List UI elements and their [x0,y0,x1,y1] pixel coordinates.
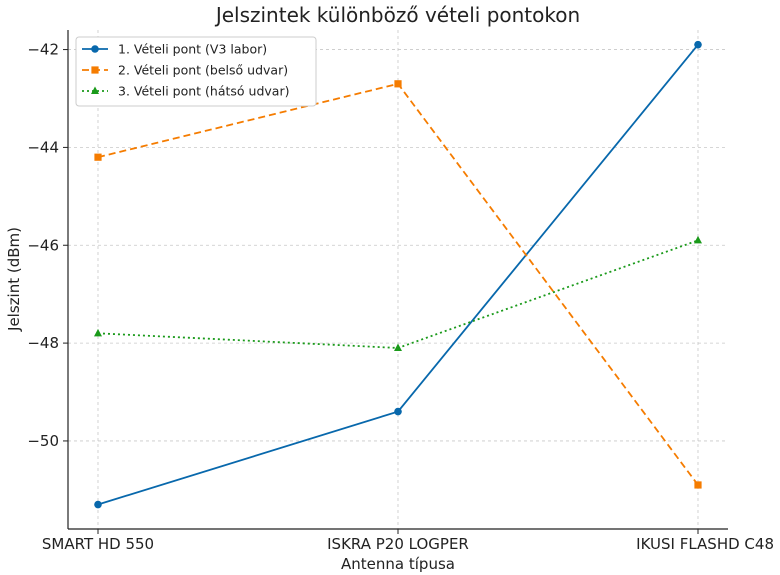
legend-label: 1. Vételi pont (V3 labor) [118,42,267,57]
y-tick-label: −42 [27,41,59,59]
legend-marker [91,45,99,53]
x-axis-label: Antenna típusa [341,555,455,573]
x-tick-label: IKUSI FLASHD C48 [636,535,774,553]
data-point [94,328,102,337]
y-tick-label: −50 [27,432,59,450]
x-tick-label: SMART HD 550 [42,535,154,553]
data-point [694,235,702,244]
series-2 [94,80,702,489]
legend-label: 3. Vételi pont (hátsó udvar) [118,84,289,99]
data-point [694,481,702,489]
legend: 1. Vételi pont (V3 labor) 2. Vételi pont … [75,36,317,107]
y-tick-label: −48 [27,334,59,352]
grid [68,30,728,529]
data-point [394,343,402,351]
data-point [94,500,102,509]
y-tick-label: −44 [27,138,59,156]
legend-marker [91,86,99,94]
y-tick-label: −46 [27,236,59,254]
series-3 [94,235,702,351]
legend-item: 2. Vételi pont (belső udvar) [82,63,288,78]
data-point [394,80,402,88]
data-point [94,153,102,161]
legend-box [75,36,317,107]
x-tick-label: ISKRA P20 LOGPER [327,535,469,553]
legend-label: 2. Vételi pont (belső udvar) [118,63,288,78]
y-axis-label: Jelszint (dBm) [5,227,23,332]
legend-item: 1. Vételi pont (V3 labor) [82,42,267,57]
y-ticks: −42 −44 −46 −48 −50 [27,41,68,450]
legend-item: 3. Vételi pont (hátsó udvar) [82,84,289,99]
chart-title: Jelszintek különböző vételi pontokon [214,3,580,27]
series [94,40,702,509]
data-point [394,407,402,416]
legend-marker [91,66,99,74]
data-point [694,40,702,49]
series-1 [94,40,702,509]
series-line [97,44,699,506]
x-ticks: SMART HD 550 ISKRA P20 LOGPER IKUSI FLASHD… [42,529,774,553]
